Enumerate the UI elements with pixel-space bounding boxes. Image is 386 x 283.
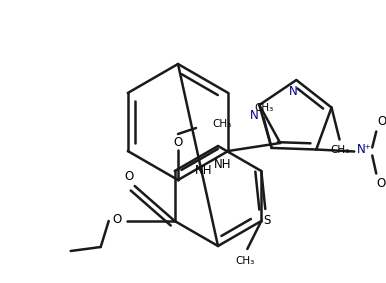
Text: N⁺: N⁺ [357,143,372,156]
Text: NH: NH [214,158,232,170]
Text: O: O [112,213,121,226]
Text: O: O [173,136,183,149]
Text: N: N [250,108,259,121]
Text: N: N [289,85,298,98]
Text: CH₃: CH₃ [212,119,231,129]
Text: NH: NH [195,164,212,177]
Text: S: S [264,215,271,228]
Text: CH₃: CH₃ [254,103,273,113]
Text: CH₃: CH₃ [236,256,255,266]
Text: O: O [124,170,133,183]
Text: CH₃: CH₃ [330,145,349,155]
Text: O: O [378,115,386,128]
Text: O⁻: O⁻ [376,177,386,190]
